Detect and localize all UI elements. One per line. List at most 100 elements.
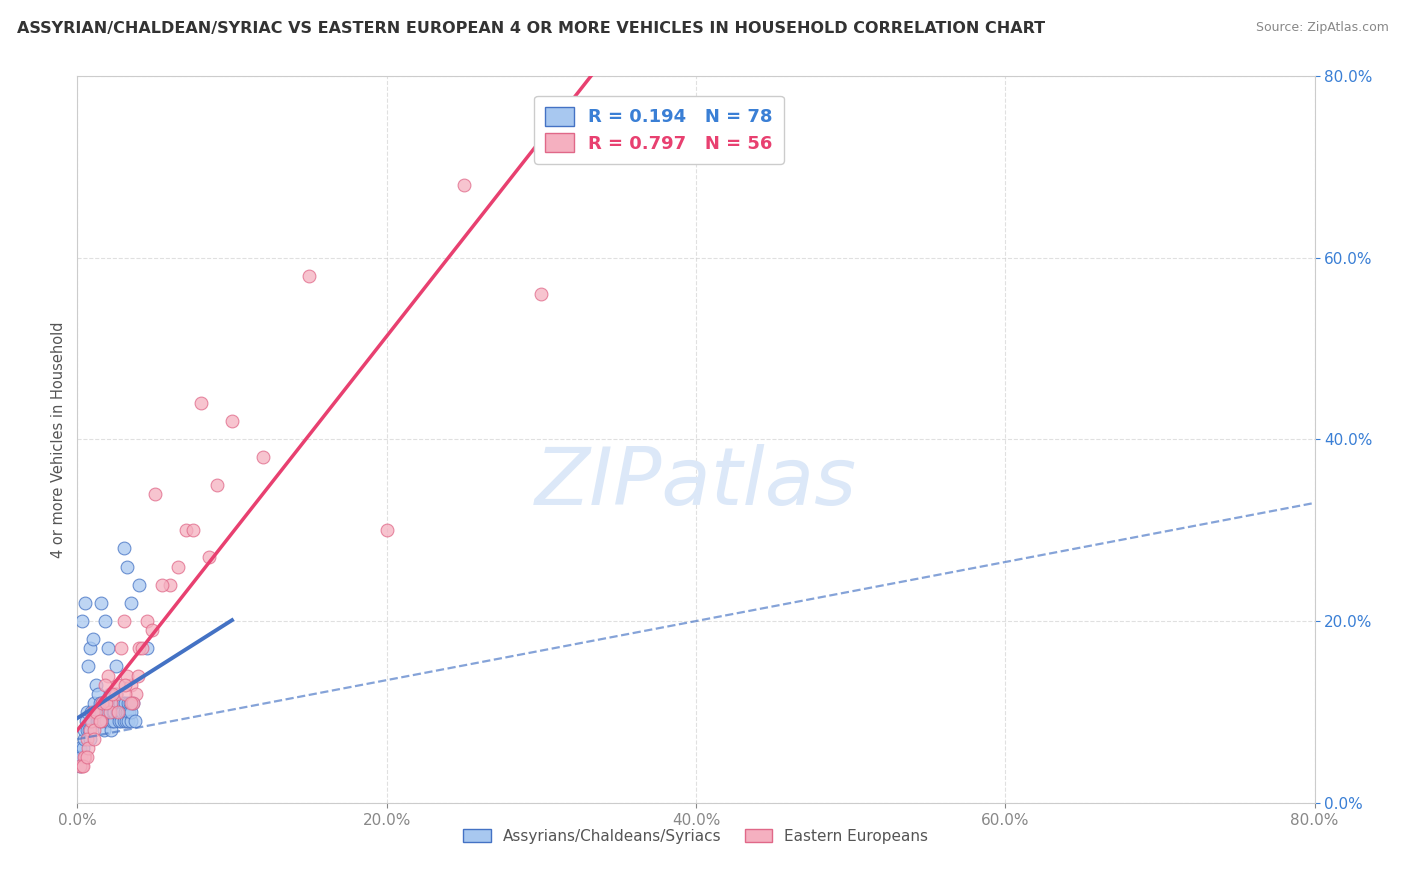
Point <box>70 759 93 773</box>
Point <box>70 750 93 764</box>
Point <box>83 732 105 747</box>
Point <box>120 714 142 728</box>
Y-axis label: 4 or more Vehicles in Household: 4 or more Vehicles in Household <box>51 321 66 558</box>
Point <box>86 714 108 728</box>
Point <box>77 741 100 756</box>
Point <box>125 687 148 701</box>
Point <box>121 705 143 719</box>
Point <box>83 696 105 710</box>
Point <box>183 523 205 537</box>
Point <box>141 623 163 637</box>
Point <box>111 705 134 719</box>
Point <box>79 723 101 737</box>
Point <box>91 714 114 728</box>
Point <box>93 696 115 710</box>
Point <box>94 714 117 728</box>
Point <box>114 696 136 710</box>
Point <box>75 596 96 610</box>
Text: ZIPatlas: ZIPatlas <box>534 444 858 522</box>
Point <box>69 759 91 773</box>
Point <box>159 578 181 592</box>
Point <box>98 705 121 719</box>
Point <box>105 705 128 719</box>
Text: Source: ZipAtlas.com: Source: ZipAtlas.com <box>1256 21 1389 35</box>
Point <box>115 705 138 719</box>
Point <box>100 696 122 710</box>
Point <box>128 641 150 656</box>
Point <box>76 732 98 747</box>
Point <box>84 705 107 719</box>
Point <box>143 487 166 501</box>
Point <box>100 696 122 710</box>
Point <box>77 723 100 737</box>
Point <box>107 696 129 710</box>
Point <box>84 705 107 719</box>
Point <box>118 705 141 719</box>
Point <box>115 668 138 682</box>
Point <box>100 687 122 701</box>
Point <box>72 750 94 764</box>
Point <box>70 614 93 628</box>
Point <box>101 705 124 719</box>
Point <box>105 687 127 701</box>
Point <box>104 696 127 710</box>
Point <box>107 678 129 692</box>
Point <box>108 696 131 710</box>
Point <box>117 714 139 728</box>
Point <box>76 723 98 737</box>
Point <box>103 714 125 728</box>
Point <box>221 414 243 428</box>
Point <box>73 723 96 737</box>
Point <box>127 668 149 682</box>
Point <box>76 750 98 764</box>
Point <box>115 714 138 728</box>
Point <box>105 659 127 673</box>
Point <box>114 678 136 692</box>
Point <box>530 286 553 301</box>
Point <box>128 578 150 592</box>
Point <box>105 687 127 701</box>
Point <box>190 396 212 410</box>
Point <box>83 723 105 737</box>
Point <box>75 750 96 764</box>
Point <box>120 696 142 710</box>
Point <box>94 614 117 628</box>
Point <box>96 705 118 719</box>
Point <box>205 477 228 491</box>
Point <box>75 714 97 728</box>
Point <box>80 714 103 728</box>
Point <box>69 759 91 773</box>
Point <box>80 714 103 728</box>
Point <box>298 268 321 283</box>
Point <box>77 659 100 673</box>
Point <box>84 678 107 692</box>
Point <box>375 523 398 537</box>
Point <box>197 550 219 565</box>
Point <box>110 641 132 656</box>
Point <box>108 714 131 728</box>
Point <box>101 687 124 701</box>
Point <box>90 714 111 728</box>
Point <box>101 714 124 728</box>
Point <box>152 578 174 592</box>
Point <box>114 687 136 701</box>
Point <box>82 705 104 719</box>
Point <box>112 541 135 556</box>
Point <box>112 614 135 628</box>
Point <box>94 696 117 710</box>
Point <box>97 641 120 656</box>
Point <box>252 450 274 465</box>
Point <box>121 596 143 610</box>
Point <box>72 741 94 756</box>
Point <box>93 723 115 737</box>
Point <box>87 714 110 728</box>
Point <box>110 705 132 719</box>
Point <box>80 705 103 719</box>
Point <box>136 641 159 656</box>
Point <box>112 714 135 728</box>
Point <box>94 678 117 692</box>
Point <box>107 705 129 719</box>
Point <box>453 178 475 192</box>
Point <box>107 705 129 719</box>
Point <box>91 696 114 710</box>
